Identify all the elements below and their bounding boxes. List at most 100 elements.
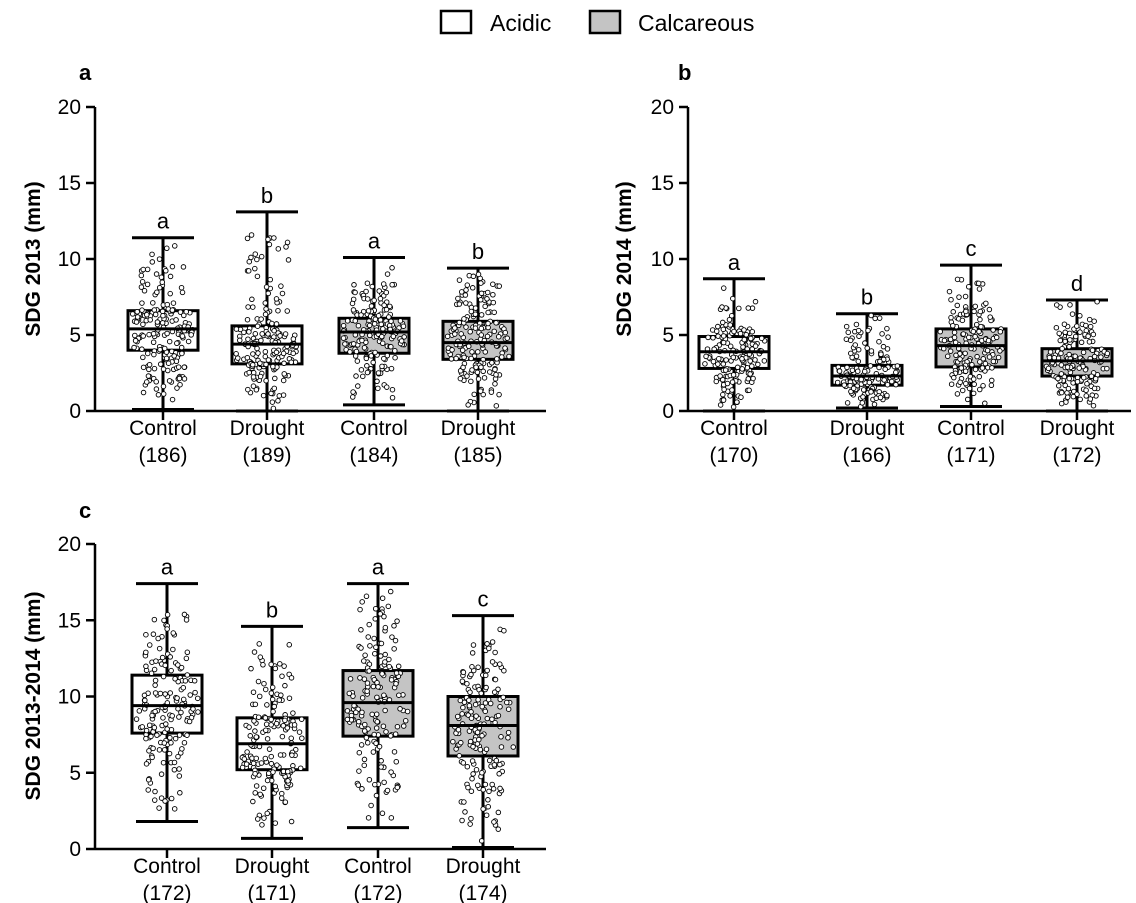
data-point [381,692,387,699]
data-point [275,246,282,252]
data-point [370,359,376,366]
data-point [1090,331,1097,338]
data-point [132,332,138,339]
data-point [844,400,851,406]
data-point [720,333,727,339]
data-point [290,710,296,716]
data-point [1069,311,1076,317]
data-point [160,715,166,721]
data-point [889,378,895,385]
data-point [176,732,183,738]
data-point [497,704,503,710]
data-point [713,328,720,334]
data-point [976,286,983,292]
data-point [359,337,365,344]
data-point [139,307,145,313]
data-point [1053,324,1060,331]
data-point [389,386,396,393]
data-point [353,709,359,716]
data-point [482,303,488,310]
data-point [170,300,177,306]
data-point [1058,400,1065,407]
x-tick-count: (174) [458,882,507,903]
data-point [849,367,856,373]
data-point [391,749,398,755]
data-point [1091,318,1097,324]
plot-area-b: 0 5 10 15 20 Control (170) a Drought (166) b Contro… [651,96,1131,467]
data-point [941,337,948,344]
data-point [272,820,279,826]
data-point [372,650,378,657]
data-point [140,266,146,273]
data-point [473,364,479,370]
y-tick-label: 15 [58,609,81,632]
data-point [261,680,267,687]
data-point [254,256,260,263]
data-point [834,379,841,386]
data-point [364,688,370,694]
data-point [379,810,386,817]
data-point [475,782,481,789]
data-point [1080,349,1087,356]
data-point [358,627,364,633]
data-point [482,781,489,788]
data-point [344,318,351,324]
data-point [351,282,357,288]
y-tick-label: 10 [651,248,674,271]
data-point [459,347,466,354]
data-point [972,366,979,373]
data-point [469,758,476,764]
data-point [371,297,377,304]
data-point [171,243,178,249]
data-point [150,300,156,306]
data-point [267,276,274,283]
data-point [877,394,884,401]
data-point [713,378,720,385]
data-point [378,640,385,647]
data-point [250,760,257,767]
data-point [252,728,258,734]
data-point [490,299,497,306]
data-point [364,363,370,369]
data-point [974,353,980,360]
data-point [993,334,1000,341]
data-point [880,343,887,350]
data-point [256,641,263,647]
data-point [272,375,278,382]
data-point [134,314,141,320]
y-axis-label-c: SDG 2013-2014 (mm) [22,592,45,801]
data-point [366,322,373,329]
data-point [282,331,289,337]
data-point [277,661,283,667]
data-point [140,389,147,396]
data-point [1072,353,1078,359]
data-point [971,381,977,388]
data-point [393,681,399,687]
data-point [734,364,741,371]
data-point [479,732,485,739]
data-point [461,316,467,322]
data-point [1094,298,1100,305]
data-point [472,701,479,708]
data-point [747,358,753,364]
data-point [281,360,287,367]
data-point [959,317,966,324]
data-point [252,770,258,777]
data-point [277,333,283,339]
data-point [976,373,983,380]
data-point [164,330,170,337]
data-point [183,655,190,662]
y-tick-label: 0 [69,838,81,861]
data-point [750,375,756,382]
data-point [746,387,752,393]
data-point [372,616,378,622]
data-point [363,288,369,295]
data-point [470,273,477,280]
data-point [983,300,989,307]
data-point [475,664,481,671]
data-point [1091,385,1098,392]
data-point [460,669,467,676]
data-point [404,708,411,715]
data-point [344,708,351,714]
data-point [269,696,276,703]
